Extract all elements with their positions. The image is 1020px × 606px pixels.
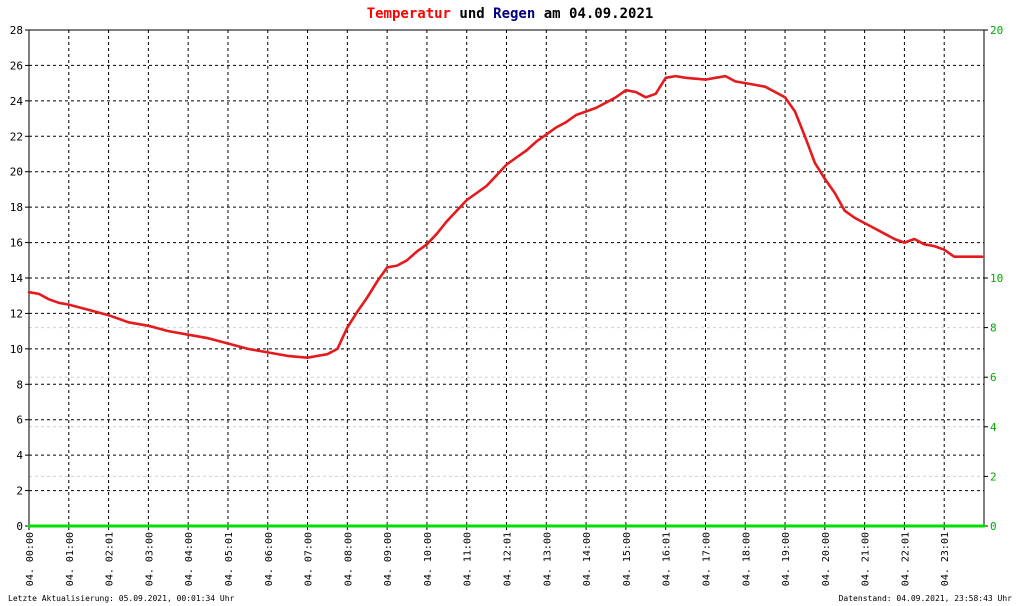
y-tick-label: 26 bbox=[10, 59, 23, 72]
x-tick-label: 04. 15:00 bbox=[622, 532, 633, 586]
y-right-tick-label: 0 bbox=[990, 520, 997, 533]
y-tick-label: 18 bbox=[10, 201, 23, 214]
x-tick-label: 04. 20:00 bbox=[821, 532, 832, 586]
x-tick-label: 04. 04:00 bbox=[184, 532, 195, 586]
x-tick-label: 04. 16:01 bbox=[662, 532, 673, 586]
title-and: und bbox=[451, 6, 493, 22]
x-tick-label: 04. 01:00 bbox=[65, 532, 76, 586]
x-tick-label: 04. 03:00 bbox=[144, 532, 155, 586]
title-date: am 04.09.2021 bbox=[535, 6, 653, 22]
y-tick-label: 20 bbox=[10, 166, 23, 179]
y-tick-label: 8 bbox=[16, 378, 23, 391]
y-right-tick-label: 6 bbox=[990, 371, 997, 384]
chart-title: Temperatur und Regen am 04.09.2021 bbox=[367, 6, 654, 22]
x-tick-label: 04. 22:01 bbox=[900, 532, 911, 586]
title-temperature: Temperatur bbox=[367, 6, 451, 22]
y-tick-label: 12 bbox=[10, 307, 23, 320]
y-right-tick-label: 20 bbox=[990, 24, 1003, 37]
title-rain: Regen bbox=[493, 6, 535, 22]
x-tick-label: 04. 00:00 bbox=[25, 532, 36, 586]
x-tick-label: 04. 23:01 bbox=[940, 532, 951, 586]
y-tick-label: 28 bbox=[10, 24, 23, 37]
x-axis: 04. 00:00 04. 01:00 04. 02:01 04. 03:00 04. … bbox=[25, 532, 951, 586]
footer-last-update: Letzte Aktualisierung: 05.09.2021, 00:01… bbox=[8, 594, 235, 603]
footer-data-status: Datenstand: 04.09.2021, 23:58:43 Uhr bbox=[838, 594, 1012, 603]
y-right-tick-label: 10 bbox=[990, 272, 1003, 285]
x-tick-label: 04. 11:00 bbox=[463, 532, 474, 586]
series-layer bbox=[27, 74, 986, 528]
y-right-tick-label: 2 bbox=[990, 470, 997, 483]
y-right-tick-label: 8 bbox=[990, 322, 997, 335]
y-tick-label: 10 bbox=[10, 343, 23, 356]
x-tick-label: 04. 09:00 bbox=[383, 532, 394, 586]
x-tick-label: 04. 19:00 bbox=[781, 532, 792, 586]
y-tick-label: 4 bbox=[16, 449, 23, 462]
y-axis-right: 0 2 4 6 8 10 20 bbox=[990, 24, 1003, 533]
x-tick-label: 04. 06:00 bbox=[264, 532, 275, 586]
y-tick-label: 22 bbox=[10, 130, 23, 143]
y-right-tick-label: 4 bbox=[990, 421, 997, 434]
y-tick-label: 6 bbox=[16, 414, 23, 427]
x-tick-label: 04. 21:00 bbox=[861, 532, 872, 586]
y-tick-label: 16 bbox=[10, 237, 23, 250]
y-tick-label: 14 bbox=[10, 272, 24, 285]
x-tick-label: 04. 07:00 bbox=[304, 532, 315, 586]
y-tick-label: 2 bbox=[16, 485, 23, 498]
x-tick-label: 04. 05:01 bbox=[224, 532, 235, 586]
grid bbox=[29, 30, 984, 526]
x-tick-label: 04. 02:01 bbox=[105, 532, 116, 586]
x-tick-label: 04. 18:00 bbox=[741, 532, 752, 586]
y-tick-label: 0 bbox=[16, 520, 23, 533]
temperature-series-line bbox=[27, 74, 984, 360]
x-tick-label: 04. 17:00 bbox=[701, 532, 712, 586]
x-tick-label: 04. 13:00 bbox=[542, 532, 553, 586]
x-tick-label: 04. 12:01 bbox=[503, 532, 514, 586]
y-tick-label: 24 bbox=[10, 95, 24, 108]
x-tick-label: 04. 14:00 bbox=[582, 532, 593, 586]
svg-text:Temperatur und Regen am 04.09.: Temperatur und Regen am 04.09.2021 bbox=[367, 6, 654, 22]
x-tick-label: 04. 08:00 bbox=[343, 532, 354, 586]
x-tick-label: 04. 10:00 bbox=[423, 532, 434, 586]
